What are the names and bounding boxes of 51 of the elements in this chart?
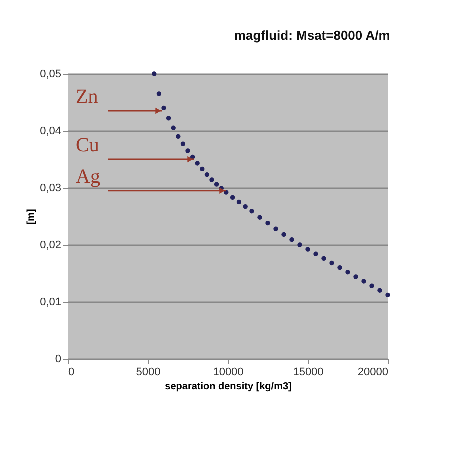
point [195,161,200,166]
point [386,292,390,298]
x-tick-label: 15000 [293,366,324,378]
point [204,172,210,178]
point [354,274,358,280]
y-tick-label: 0,04 [40,126,62,138]
point [186,148,190,154]
point [210,178,214,182]
y-tick-label: 0,02 [40,240,62,252]
x-axis-title: separation density [kg/m3] [165,382,292,392]
point [298,242,302,248]
annotation: Zn [76,86,98,108]
point [243,204,248,210]
point [166,116,172,121]
point [338,265,342,270]
point [180,142,186,146]
point [230,195,236,200]
y-axis-title: [m] [26,209,38,225]
annotation: Ag [76,166,100,188]
x-tick-label: 0 [68,366,75,378]
point [274,226,278,232]
point [346,270,350,275]
y-tick-label: 0 [55,354,62,366]
point [266,221,270,226]
point [362,279,366,284]
point [162,106,166,111]
annotation: Cu [76,134,100,156]
point [314,252,318,256]
y-tick-label: 0,03 [40,182,62,194]
point [171,126,176,130]
point [330,260,334,266]
point [156,92,162,96]
point [258,215,262,220]
chart-title: magfluid: Msat=8000 A/m [234,28,390,43]
point [176,134,181,140]
point [322,256,326,262]
point [250,209,254,214]
point [306,247,310,252]
point [370,284,374,288]
y-tick-label: 0,01 [40,296,62,308]
point [290,238,294,242]
point [378,288,382,293]
y-tick-label: 0,05 [40,68,62,80]
x-tick-label: 20000 [358,366,388,378]
point [200,166,205,172]
x-tick-label: 5000 [136,366,161,378]
point [214,182,220,187]
point [282,232,286,238]
x-tick-label: 10000 [213,366,244,378]
point [152,72,157,76]
point [236,200,242,205]
